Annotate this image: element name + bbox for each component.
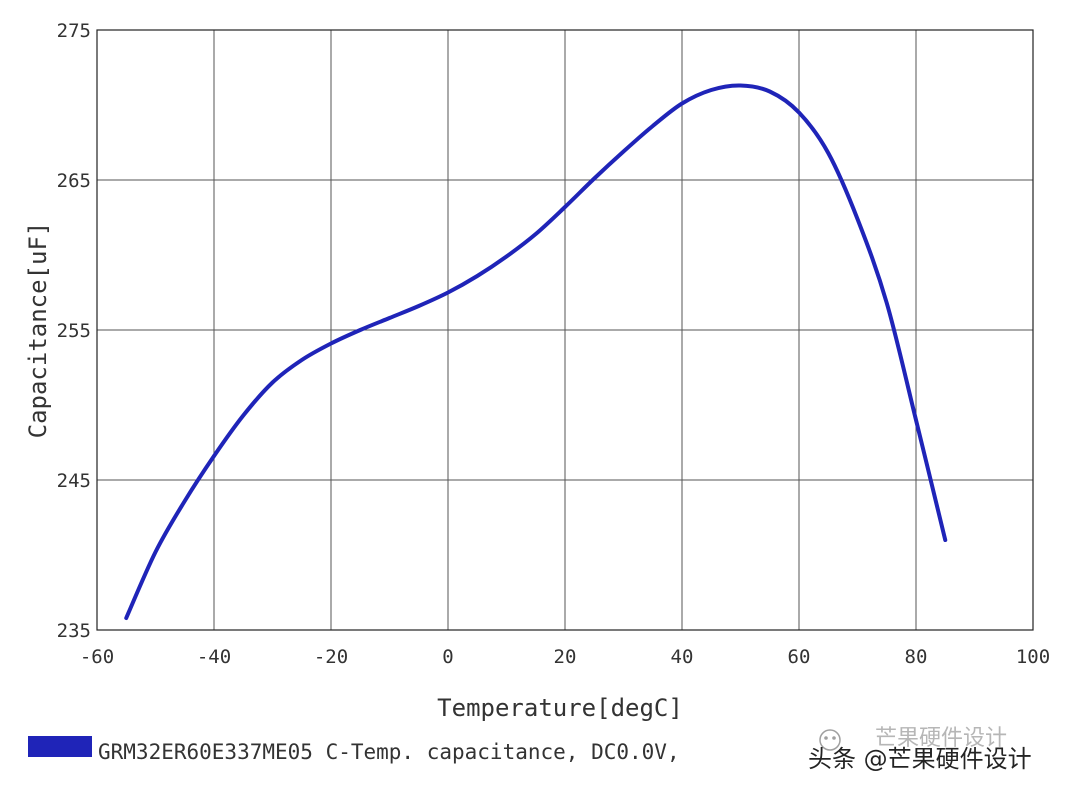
watermark: 芒果硬件设计 头条 @芒果硬件设计 bbox=[808, 726, 1032, 773]
legend: GRM32ER60E337ME05 C-Temp. capacitance, D… bbox=[28, 736, 680, 764]
y-tick-label: 245 bbox=[57, 470, 91, 492]
y-tick-label: 255 bbox=[57, 320, 91, 342]
y-tick-label: 235 bbox=[57, 620, 91, 642]
x-tick-label: -40 bbox=[197, 646, 231, 668]
x-tick-label: -60 bbox=[80, 646, 114, 668]
y-tick-label: 265 bbox=[57, 170, 91, 192]
y-tick-label: 275 bbox=[57, 20, 91, 42]
capacitance-series-line bbox=[124, 83, 948, 620]
watermark-logo-icon bbox=[819, 729, 841, 751]
watermark-logo-dot-icon bbox=[824, 736, 828, 740]
tick-labels: -60 -40 -20 0 20 40 60 80 100 235 245 255 265 275 bbox=[57, 20, 1050, 668]
x-tick-label: 100 bbox=[1016, 646, 1050, 668]
grid-lines bbox=[97, 30, 1033, 630]
series-layer bbox=[124, 83, 948, 620]
x-tick-label: 80 bbox=[905, 646, 928, 668]
plot-frame bbox=[96, 29, 1034, 631]
x-tick-label: 0 bbox=[442, 646, 453, 668]
watermark-text: 头条 @芒果硬件设计 bbox=[808, 745, 1032, 773]
x-tick-label: 20 bbox=[554, 646, 577, 668]
x-tick-label: 60 bbox=[788, 646, 811, 668]
x-tick-label: 40 bbox=[671, 646, 694, 668]
x-axis-title: Temperature[degC] bbox=[437, 694, 683, 722]
legend-label: GRM32ER60E337ME05 C-Temp. capacitance, D… bbox=[98, 740, 680, 764]
legend-swatch bbox=[28, 736, 92, 757]
watermark-logo-text: 芒果硬件设计 bbox=[875, 726, 1007, 751]
watermark-logo-dot-icon-2 bbox=[832, 736, 836, 740]
y-axis-title: Capacitance[uF] bbox=[24, 222, 52, 439]
x-tick-label: -20 bbox=[314, 646, 348, 668]
